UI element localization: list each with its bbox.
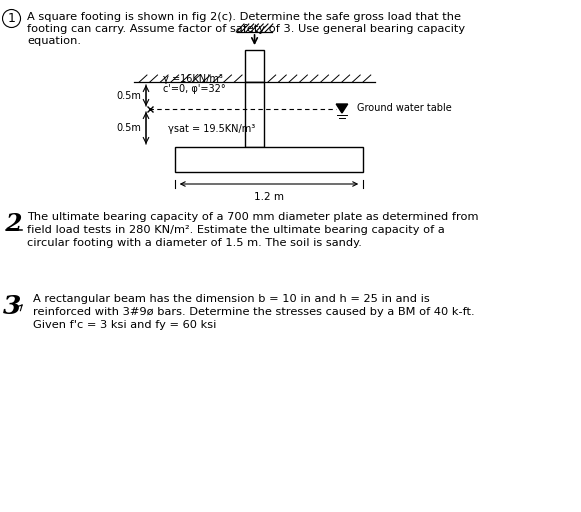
Text: A square footing is shown in fig 2(c). Determine the safe gross load that the: A square footing is shown in fig 2(c). D… — [27, 12, 461, 22]
Text: Given f'c = 3 ksi and fy = 60 ksi: Given f'c = 3 ksi and fy = 60 ksi — [33, 320, 216, 330]
Text: γ =16KN/m³: γ =16KN/m³ — [163, 74, 223, 84]
Text: field load tests in 280 KN/m². Estimate the ultimate bearing capacity of a: field load tests in 280 KN/m². Estimate … — [27, 225, 444, 235]
Text: 2: 2 — [5, 212, 21, 236]
Text: 0.5m: 0.5m — [116, 123, 141, 133]
Text: equation.: equation. — [27, 36, 81, 46]
Bar — [175, 147, 363, 172]
Bar — [245, 82, 264, 147]
Text: 0.5m: 0.5m — [116, 91, 141, 101]
Text: 1.2 m: 1.2 m — [254, 192, 284, 202]
Bar — [245, 50, 264, 82]
Polygon shape — [336, 104, 347, 113]
Text: γsat = 19.5KN/m³: γsat = 19.5KN/m³ — [168, 124, 255, 134]
Text: circular footing with a diameter of 1.5 m. The soil is sandy.: circular footing with a diameter of 1.5 … — [27, 238, 362, 248]
Text: 3: 3 — [3, 294, 21, 319]
Text: Ground water table: Ground water table — [357, 103, 452, 113]
Text: reinforced with 3#9ø bars. Determine the stresses caused by a BM of 40 k-ft.: reinforced with 3#9ø bars. Determine the… — [33, 307, 474, 317]
Text: The ultimate bearing capacity of a 700 mm diameter plate as determined from: The ultimate bearing capacity of a 700 m… — [27, 212, 478, 222]
Text: 1: 1 — [8, 12, 16, 25]
Text: footing can carry. Assume factor of safety of 3. Use general bearing capacity: footing can carry. Assume factor of safe… — [27, 24, 465, 34]
Text: c'=0, φ'=32°: c'=0, φ'=32° — [163, 84, 226, 94]
Text: A rectangular beam has the dimension b = 10 in and h = 25 in and is: A rectangular beam has the dimension b =… — [33, 294, 429, 304]
